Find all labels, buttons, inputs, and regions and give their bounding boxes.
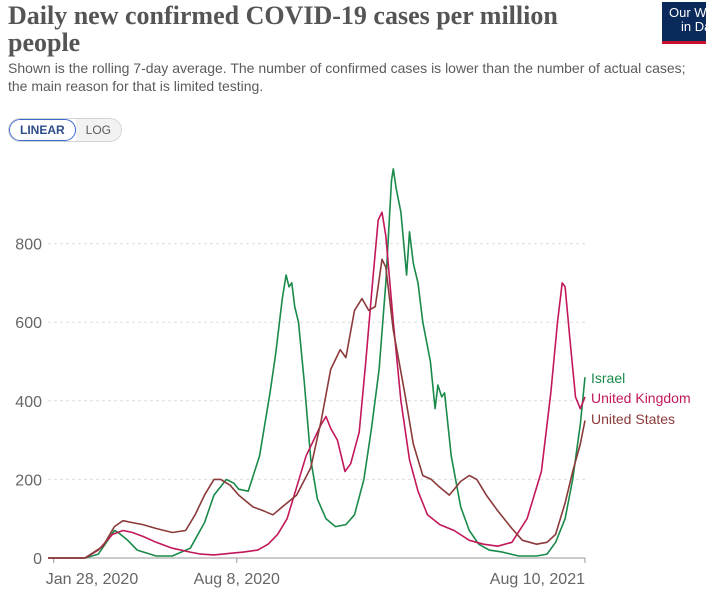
x-tick-label: Aug 8, 2020	[194, 571, 280, 588]
legend-label-united-states[interactable]: United States	[591, 411, 675, 427]
legend-label-israel[interactable]: Israel	[591, 370, 625, 386]
log-scale-button[interactable]: LOG	[75, 119, 122, 141]
x-axis: Jan 28, 2020 Aug 8, 2020 Aug 10, 2021	[46, 557, 586, 588]
chart-title: Daily new confirmed COVID-19 cases per m…	[8, 1, 558, 57]
y-tick-label: 200	[15, 472, 42, 489]
x-tick-label: Aug 10, 2021	[490, 571, 585, 588]
y-tick-label: 0	[33, 551, 42, 568]
owid-logo[interactable]: Our World in Data	[662, 2, 706, 44]
scale-toggle: LINEAR LOG	[8, 118, 123, 142]
y-tick-label: 400	[15, 394, 42, 411]
legend: Israel United Kingdom United States	[591, 370, 691, 427]
y-axis: 0 200 400 600 800	[15, 237, 42, 568]
logo-line-1: Our World	[669, 5, 706, 20]
legend-label-united-kingdom[interactable]: United Kingdom	[591, 390, 691, 406]
line-chart: 0 200 400 600 800 Jan 28, 2020 Aug 8, 2020 Aug…	[15, 168, 691, 588]
series-line-united-kingdom[interactable]	[48, 211, 586, 559]
y-tick-label: 800	[15, 237, 42, 254]
series-line-israel[interactable]	[48, 168, 586, 559]
linear-scale-button[interactable]: LINEAR	[9, 119, 76, 141]
x-tick-label: Jan 28, 2020	[46, 571, 139, 588]
logo-line-2: in Data	[681, 19, 706, 34]
chart-subtitle: Shown is the rolling 7-day average. The …	[8, 60, 686, 94]
series-line-united-states[interactable]	[48, 258, 586, 559]
y-tick-label: 600	[15, 315, 42, 332]
series-lines	[48, 168, 586, 559]
